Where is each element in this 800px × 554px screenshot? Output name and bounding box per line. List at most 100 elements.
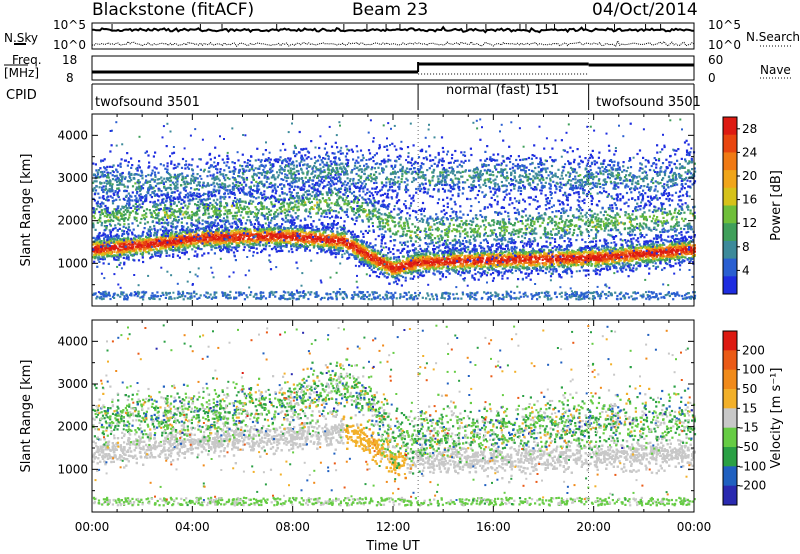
data-cell — [551, 259, 554, 262]
data-cell — [194, 230, 198, 233]
data-cell — [630, 269, 633, 272]
data-cell — [486, 250, 489, 253]
data-cell — [603, 260, 607, 263]
data-cell — [535, 250, 538, 253]
data-cell — [122, 248, 125, 251]
data-cell — [171, 249, 174, 252]
data-cell — [658, 249, 661, 252]
data-cell — [289, 226, 292, 229]
data-cell — [276, 239, 279, 242]
data-cell — [640, 245, 643, 248]
data-cell — [296, 228, 299, 231]
data-cell — [606, 265, 609, 268]
data-cell — [232, 239, 235, 242]
data-cell — [621, 254, 624, 257]
data-cell — [308, 231, 311, 234]
data-cell — [313, 241, 316, 244]
data-cell — [512, 247, 516, 251]
data-cell — [515, 259, 518, 262]
data-cell — [665, 239, 668, 242]
data-cell — [437, 254, 440, 257]
data-cell — [424, 264, 427, 267]
data-cell — [505, 255, 508, 259]
data-cell — [259, 237, 262, 240]
data-cell — [107, 262, 110, 265]
data-cell — [128, 246, 131, 249]
data-cell — [669, 265, 672, 268]
data-cell — [681, 259, 685, 262]
data-cell — [446, 270, 449, 273]
data-cell — [120, 253, 123, 256]
data-cell — [289, 237, 292, 240]
data-cell — [643, 259, 646, 263]
data-cell — [343, 243, 346, 246]
data-cell — [532, 260, 535, 263]
data-cell — [564, 270, 567, 273]
data-cell — [570, 263, 573, 267]
data-cell — [228, 248, 231, 251]
data-cell — [621, 246, 624, 250]
data-cell — [100, 249, 103, 252]
data-cell — [648, 245, 651, 249]
data-cell — [609, 246, 612, 249]
data-cell — [468, 254, 471, 257]
data-cell — [643, 240, 646, 243]
data-cell — [516, 266, 519, 269]
data-cell — [522, 264, 525, 267]
data-cell — [237, 228, 240, 231]
data-cell — [341, 249, 345, 252]
data-cell — [664, 262, 668, 265]
data-cell — [189, 236, 192, 239]
data-cell — [597, 255, 601, 258]
data-cell — [187, 230, 190, 233]
data-cell — [669, 253, 673, 256]
data-cell — [392, 272, 395, 275]
data-cell — [623, 265, 626, 268]
data-cell — [238, 238, 241, 241]
data-cell — [639, 246, 642, 249]
data-cell — [289, 241, 292, 244]
data-cell — [680, 230, 683, 234]
data-cell — [332, 226, 335, 229]
data-cell — [528, 238, 531, 241]
data-cell — [629, 258, 632, 261]
data-cell — [452, 251, 455, 254]
data-cell — [443, 253, 446, 256]
data-cell — [246, 241, 249, 244]
data-cell — [328, 242, 331, 245]
data-cell — [503, 265, 506, 268]
data-cell — [214, 236, 217, 239]
data-cell — [582, 250, 586, 254]
data-cell — [95, 254, 98, 257]
data-cell — [210, 231, 213, 234]
data-cell — [464, 267, 467, 270]
data-cell — [155, 251, 159, 254]
data-cell — [627, 263, 631, 266]
data-cell — [619, 267, 622, 270]
data-cell — [205, 240, 208, 243]
data-cell — [635, 267, 638, 270]
data-cell — [643, 246, 647, 249]
data-cell — [413, 275, 416, 278]
data-cell — [162, 232, 165, 235]
data-cell — [562, 254, 565, 257]
data-cell — [341, 247, 344, 250]
data-cell — [651, 255, 654, 259]
data-cell — [380, 248, 383, 251]
data-cell — [335, 253, 338, 256]
data-cell — [668, 243, 672, 246]
data-cell — [137, 246, 140, 249]
data-cell — [495, 270, 498, 273]
data-cell — [117, 257, 120, 260]
data-cell — [366, 258, 369, 261]
data-cell — [380, 255, 383, 258]
data-cell — [316, 230, 319, 233]
data-cell — [357, 247, 360, 250]
data-cell — [243, 236, 246, 239]
data-cell — [337, 233, 340, 236]
data-cell — [236, 224, 239, 227]
data-cell — [333, 246, 336, 249]
data-cell — [551, 252, 554, 255]
data-cell — [106, 251, 109, 254]
data-cell — [648, 272, 651, 275]
